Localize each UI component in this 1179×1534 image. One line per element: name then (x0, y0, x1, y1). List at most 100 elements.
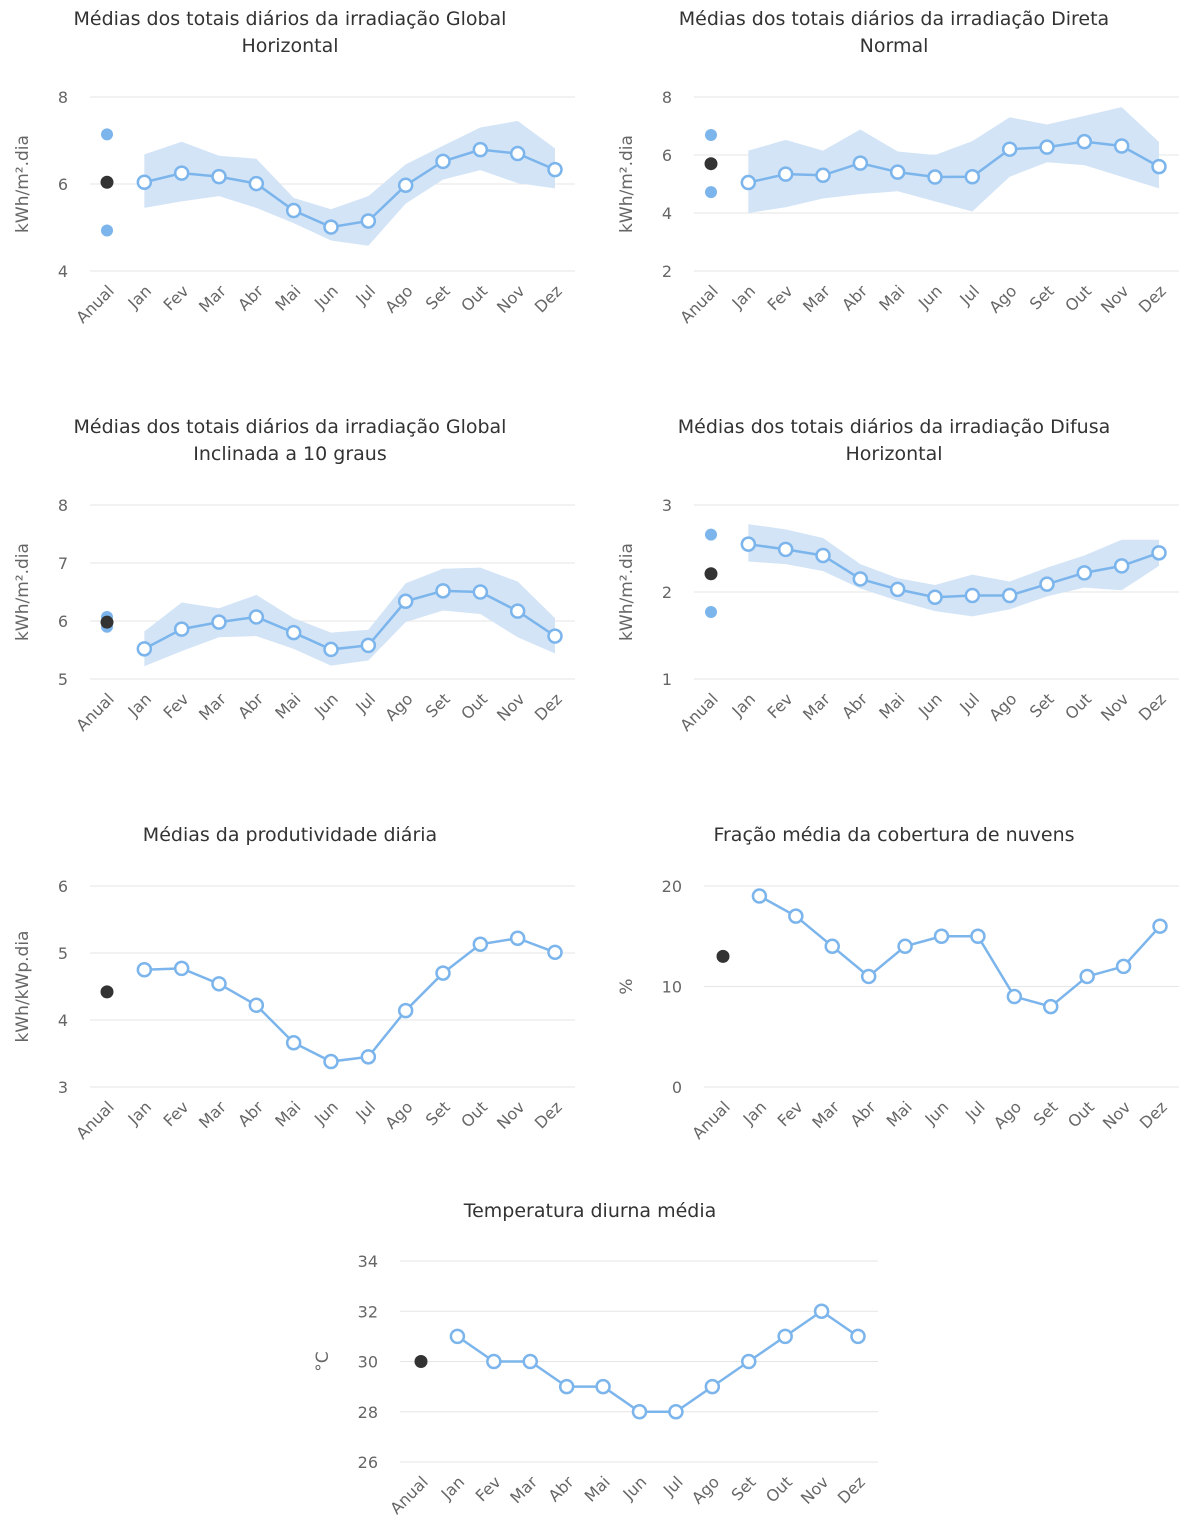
data-point[interactable] (360, 637, 377, 654)
data-point[interactable] (788, 908, 804, 924)
data-point[interactable] (1152, 918, 1168, 934)
data-point[interactable] (285, 202, 302, 219)
data-point[interactable] (964, 169, 981, 185)
annual-mean-point[interactable] (100, 615, 114, 629)
data-point[interactable] (933, 928, 950, 944)
data-point[interactable] (472, 141, 489, 158)
data-point[interactable] (815, 167, 831, 184)
data-point[interactable] (211, 168, 227, 185)
data-point[interactable] (631, 1404, 648, 1420)
data-point[interactable] (522, 1353, 538, 1370)
data-point[interactable] (248, 997, 265, 1014)
data-point[interactable] (927, 169, 943, 185)
annual-min-point[interactable] (101, 224, 113, 237)
data-point[interactable] (1006, 988, 1023, 1005)
annual-mean-point[interactable] (716, 949, 730, 963)
data-point[interactable] (397, 1002, 414, 1019)
data-point[interactable] (1039, 139, 1055, 155)
annual-max-point[interactable] (705, 528, 717, 541)
data-point[interactable] (472, 584, 489, 600)
data-point[interactable] (777, 166, 794, 182)
data-point[interactable] (1113, 558, 1130, 574)
annual-min-point[interactable] (705, 606, 717, 619)
data-point[interactable] (964, 587, 981, 604)
data-point[interactable] (852, 155, 869, 171)
data-point[interactable] (1043, 998, 1059, 1015)
annual-mean-point[interactable] (100, 175, 114, 189)
data-point[interactable] (741, 1353, 757, 1370)
data-point[interactable] (860, 968, 877, 985)
data-point[interactable] (449, 1328, 466, 1345)
data-point[interactable] (850, 1328, 866, 1345)
data-point[interactable] (435, 153, 451, 170)
data-point[interactable] (360, 1049, 377, 1065)
annual-min-point[interactable] (705, 186, 717, 199)
data-point[interactable] (360, 213, 377, 229)
data-point[interactable] (211, 614, 227, 630)
data-point[interactable] (815, 547, 831, 564)
data-point[interactable] (547, 628, 563, 644)
data-point[interactable] (704, 1378, 721, 1395)
data-point[interactable] (595, 1378, 611, 1395)
data-point[interactable] (509, 145, 526, 162)
data-point[interactable] (509, 603, 526, 619)
data-point[interactable] (897, 938, 913, 955)
data-point[interactable] (740, 536, 757, 552)
data-point[interactable] (558, 1378, 575, 1395)
annual-max-point[interactable] (705, 128, 717, 141)
data-point[interactable] (435, 965, 451, 981)
data-point[interactable] (927, 589, 943, 605)
annual-mean-point[interactable] (704, 567, 718, 581)
data-point[interactable] (248, 609, 265, 625)
data-point[interactable] (173, 960, 190, 977)
data-point[interactable] (547, 161, 563, 178)
data-point[interactable] (668, 1404, 684, 1420)
data-point[interactable] (751, 888, 768, 904)
annual-mean-point[interactable] (704, 157, 718, 171)
data-point[interactable] (509, 930, 526, 947)
data-point[interactable] (777, 1328, 793, 1345)
data-point[interactable] (285, 624, 302, 641)
data-point[interactable] (970, 928, 986, 944)
data-point[interactable] (547, 944, 563, 961)
data-point[interactable] (486, 1353, 502, 1370)
data-point[interactable] (1001, 141, 1018, 157)
data-point[interactable] (248, 175, 265, 192)
data-point[interactable] (211, 976, 227, 992)
data-point[interactable] (136, 174, 153, 191)
data-point[interactable] (1076, 565, 1093, 581)
data-point[interactable] (1039, 576, 1055, 592)
data-point[interactable] (323, 1053, 339, 1070)
data-point[interactable] (1076, 133, 1093, 150)
data-point[interactable] (1113, 138, 1130, 154)
chart-cloud-cover: Fração média da cobertura de nuvens 0 10 2… (604, 816, 1179, 1176)
data-point[interactable] (824, 938, 840, 955)
data-point[interactable] (173, 165, 190, 181)
annual-mean-point[interactable] (100, 985, 114, 999)
data-point[interactable] (1079, 968, 1095, 985)
data-point[interactable] (136, 962, 153, 978)
x-tick-label: Fev (160, 689, 193, 722)
data-point[interactable] (472, 936, 489, 953)
data-point[interactable] (889, 164, 906, 180)
data-point[interactable] (852, 571, 869, 587)
data-point[interactable] (777, 541, 794, 558)
data-point[interactable] (1001, 587, 1018, 604)
data-point[interactable] (1151, 545, 1167, 561)
data-point[interactable] (740, 174, 757, 191)
data-point[interactable] (173, 621, 190, 637)
x-tick-label: Out (1061, 689, 1095, 723)
annual-mean-point[interactable] (414, 1355, 428, 1368)
data-point[interactable] (889, 581, 906, 598)
data-point[interactable] (813, 1303, 830, 1319)
data-point[interactable] (323, 219, 339, 235)
data-point[interactable] (1115, 958, 1132, 975)
annual-max-point[interactable] (101, 128, 113, 141)
data-point[interactable] (136, 641, 153, 657)
data-point[interactable] (1151, 158, 1167, 175)
data-point[interactable] (435, 583, 451, 599)
data-point[interactable] (285, 1035, 302, 1051)
data-point[interactable] (397, 177, 414, 194)
data-point[interactable] (323, 641, 339, 658)
data-point[interactable] (397, 593, 414, 610)
